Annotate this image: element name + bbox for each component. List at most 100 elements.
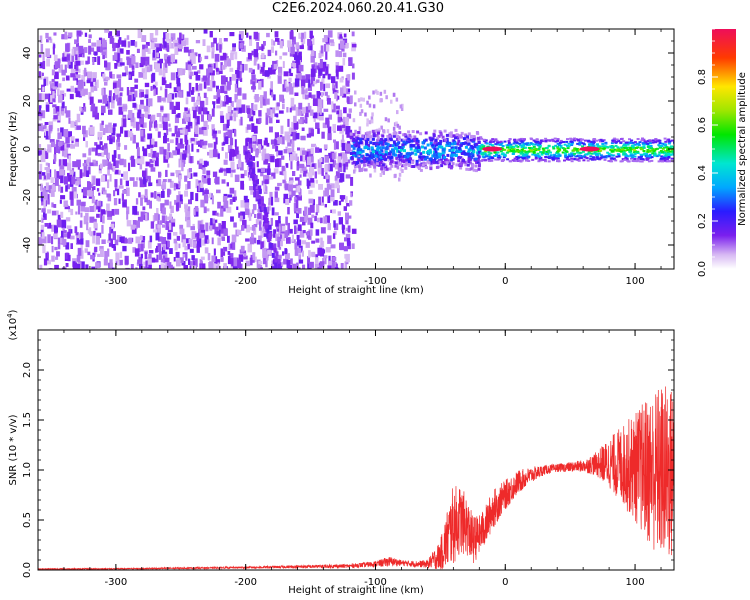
heatmap-cell	[257, 46, 262, 50]
heatmap-cell	[647, 160, 651, 163]
heatmap-cell	[278, 246, 282, 250]
heatmap-cell	[265, 218, 269, 224]
heatmap-cell	[200, 256, 205, 260]
heatmap-cell	[88, 34, 92, 39]
heatmap-cell	[250, 226, 253, 231]
heatmap-cell	[160, 258, 165, 263]
heatmap-cell	[138, 72, 144, 78]
heatmap-cell	[544, 137, 548, 140]
heatmap-cell	[213, 130, 218, 134]
heatmap-cell	[616, 149, 620, 152]
heatmap-cell	[211, 70, 215, 76]
heatmap-cell	[72, 46, 78, 56]
heatmap-cell	[47, 199, 50, 205]
heatmap-cell	[260, 230, 264, 238]
heatmap-cell	[306, 133, 312, 138]
heatmap-cell	[191, 87, 195, 93]
heatmap-cell	[358, 168, 361, 173]
heatmap-cell	[265, 225, 269, 231]
heatmap-cell	[76, 113, 81, 122]
heatmap-cell	[144, 94, 149, 99]
heatmap-peak	[579, 146, 600, 152]
heatmap-cell	[488, 141, 492, 144]
heatmap-cell	[568, 155, 572, 158]
heatmap-cell	[534, 141, 538, 144]
heatmap-cell	[661, 147, 665, 150]
heatmap-cell	[499, 150, 503, 153]
heatmap-cell	[464, 141, 468, 145]
heatmap-cell	[159, 264, 162, 269]
heatmap-cell	[54, 177, 59, 186]
heatmap-cell	[130, 159, 136, 167]
heatmap-cell	[252, 177, 256, 183]
heatmap-cell	[372, 104, 376, 109]
heatmap-cell	[119, 62, 125, 66]
heatmap-cell	[350, 156, 354, 159]
heatmap-cell	[215, 67, 219, 72]
heatmap-cell	[156, 113, 162, 117]
heatmap-cell	[167, 163, 170, 168]
heatmap-cell	[573, 147, 577, 150]
heatmap-cell	[222, 52, 227, 60]
heatmap-cell	[104, 29, 110, 33]
x-tick-label: 100	[626, 577, 645, 588]
heatmap-cell	[154, 191, 157, 199]
heatmap-cell	[286, 107, 289, 113]
heatmap-cell	[206, 175, 210, 179]
heatmap-cell	[439, 133, 443, 137]
heatmap-cell	[297, 267, 301, 269]
heatmap-cell	[589, 143, 593, 145]
heatmap-cell	[183, 265, 188, 269]
heatmap-cell	[195, 179, 199, 189]
heatmap-cell	[46, 194, 50, 200]
heatmap-cell	[93, 221, 98, 229]
heatmap-cell	[293, 219, 298, 225]
heatmap-cell	[74, 87, 79, 93]
heatmap-cell	[56, 171, 60, 180]
heatmap-cell	[268, 115, 273, 124]
heatmap-cell	[46, 173, 51, 180]
heatmap-cell	[132, 205, 138, 215]
heatmap-cell	[651, 141, 655, 144]
heatmap-cell	[460, 135, 463, 139]
heatmap-cell	[51, 202, 54, 208]
heatmap-cell	[261, 205, 265, 211]
heatmap-cell	[533, 143, 537, 146]
heatmap-cell	[50, 177, 54, 183]
heatmap-cell	[439, 131, 443, 135]
heatmap-cell	[335, 50, 339, 57]
heatmap-cell	[318, 196, 321, 206]
heatmap-cell	[170, 53, 175, 63]
heatmap-cell	[176, 254, 180, 262]
heatmap-cell	[98, 192, 101, 196]
heatmap-cell	[114, 94, 119, 99]
heatmap-cell	[193, 137, 198, 145]
heatmap-cell	[108, 110, 112, 114]
heatmap-cell	[436, 161, 440, 165]
heatmap-cell	[642, 146, 646, 149]
heatmap-cell	[57, 237, 60, 245]
heatmap-cell	[289, 31, 294, 40]
heatmap-cell	[142, 44, 146, 51]
heatmap-cell	[124, 255, 129, 265]
x-tick-label: -300	[105, 577, 128, 588]
heatmap-cell	[81, 201, 86, 207]
heatmap-cell	[207, 64, 212, 69]
heatmap-cell	[284, 183, 288, 191]
heatmap-cell	[345, 88, 350, 95]
heatmap-cell	[404, 163, 408, 167]
snr-scale-prefix: (x10	[8, 318, 19, 341]
heatmap-cell	[277, 258, 281, 264]
heatmap-cell	[188, 199, 192, 205]
heatmap-cell	[194, 206, 199, 212]
heatmap-cell	[140, 194, 145, 200]
heatmap-cell	[145, 260, 148, 269]
heatmap-cell	[428, 136, 432, 140]
heatmap-cell	[252, 252, 256, 261]
heatmap-cell	[558, 154, 562, 157]
heatmap-cell	[327, 30, 333, 38]
heatmap-cell	[317, 267, 321, 269]
heatmap-cell	[211, 108, 215, 117]
heatmap-cell	[524, 159, 528, 162]
heatmap-cell	[149, 159, 154, 163]
